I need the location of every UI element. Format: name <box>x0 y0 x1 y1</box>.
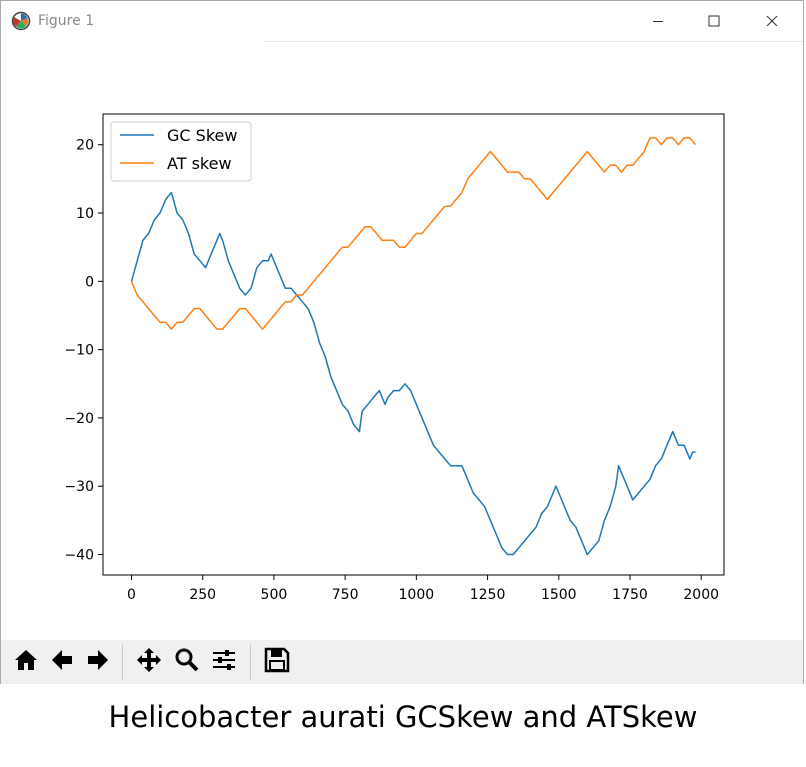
x-tick-label: 1750 <box>612 587 648 603</box>
series-layer <box>130 137 697 556</box>
y-tick-label: 0 <box>85 274 94 290</box>
series-line-at-skew <box>130 137 697 330</box>
series-line-gc-skew <box>130 191 696 556</box>
legend-label-at-skew: AT skew <box>167 154 232 173</box>
forward-button[interactable] <box>81 645 115 679</box>
x-tick-label: 1250 <box>470 587 506 603</box>
subplots-config-button[interactable] <box>207 645 241 679</box>
window-title: Figure 1 <box>38 13 95 29</box>
forward-arrow-icon <box>85 647 111 677</box>
axes-frame <box>102 113 725 576</box>
matplotlib-logo-icon <box>11 11 31 31</box>
tick-layer: 0 250 500 750 1000 1250 1500 1750 2000 −40 −30 −20 −… <box>64 138 719 603</box>
maximize-button[interactable] <box>685 1 743 41</box>
figure-caption: Helicobacter aurati GCSkew and ATSkew <box>108 700 698 734</box>
close-icon <box>766 15 778 27</box>
y-tick-label: 10 <box>76 206 94 222</box>
zoom-icon <box>174 647 200 677</box>
y-tick-label: 20 <box>76 138 94 154</box>
legend-label-gc-skew: GC Skew <box>167 126 237 145</box>
x-tick-label: 2000 <box>683 587 719 603</box>
minimize-icon <box>652 15 664 27</box>
back-arrow-icon <box>49 647 75 677</box>
back-button[interactable] <box>45 645 79 679</box>
legend: GC Skew AT skew <box>110 121 252 182</box>
save-button[interactable] <box>260 645 294 679</box>
x-tick-label: 1500 <box>541 587 577 603</box>
y-tick-label: −20 <box>64 411 94 427</box>
home-button[interactable] <box>9 645 43 679</box>
save-icon <box>264 647 290 677</box>
x-tick-label: 0 <box>127 587 136 603</box>
toolbar-separator <box>122 644 123 680</box>
toolbar-separator <box>250 644 251 680</box>
y-tick-label: −40 <box>64 548 94 564</box>
pan-icon <box>136 647 162 677</box>
x-tick-label: 250 <box>189 587 216 603</box>
maximize-icon <box>708 15 720 27</box>
line-chart: 0 250 500 750 1000 1250 1500 1750 2000 −40 −30 −20 −… <box>64 113 725 603</box>
x-tick-label: 500 <box>261 587 288 603</box>
pan-button[interactable] <box>132 645 166 679</box>
subplots-config-icon <box>211 647 237 677</box>
title-separator <box>263 41 803 42</box>
y-tick-label: −30 <box>64 479 94 495</box>
zoom-button[interactable] <box>170 645 204 679</box>
figure-canvas[interactable]: 0 250 500 750 1000 1250 1500 1750 2000 −40 −30 −20 −… <box>1 42 803 640</box>
close-button[interactable] <box>743 1 801 41</box>
y-tick-label: −10 <box>64 343 94 359</box>
figure-window: Figure 1 0 250 500 750 1000 1250 1500 1750 2000 −… <box>0 0 804 684</box>
navigation-toolbar <box>1 640 803 684</box>
x-tick-label: 1000 <box>399 587 435 603</box>
home-icon <box>13 647 39 677</box>
x-tick-label: 750 <box>332 587 359 603</box>
legend-box <box>110 121 252 182</box>
minimize-button[interactable] <box>629 1 687 41</box>
title-bar[interactable]: Figure 1 <box>1 1 803 41</box>
